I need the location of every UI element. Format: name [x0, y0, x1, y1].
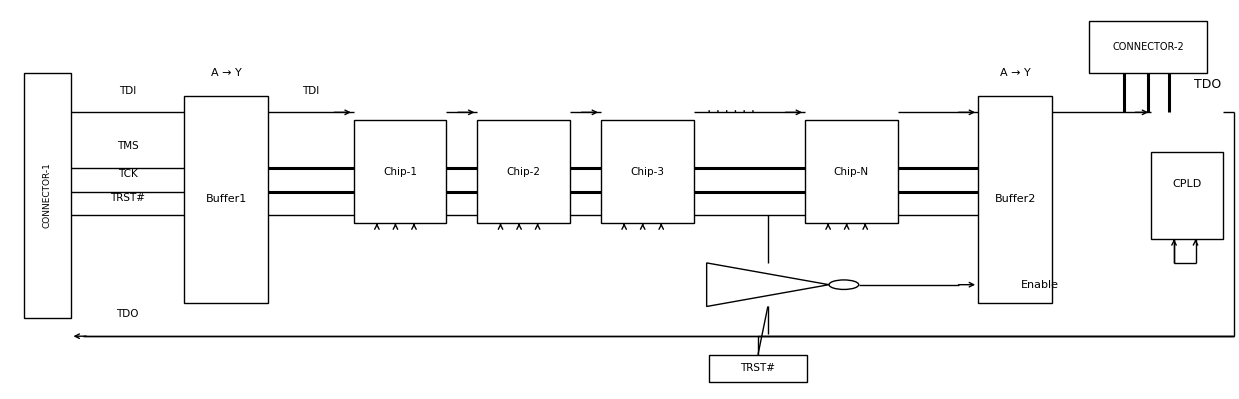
Bar: [353, 120, 446, 223]
Text: A → Y: A → Y: [1000, 68, 1031, 78]
Text: TRST#: TRST#: [741, 363, 776, 373]
Text: CONNECTOR-2: CONNECTOR-2: [1113, 42, 1183, 52]
Text: TMS: TMS: [116, 141, 139, 151]
Bar: [805, 120, 897, 223]
Bar: [477, 120, 570, 223]
Text: Chip-N: Chip-N: [834, 167, 869, 177]
Bar: [1089, 21, 1207, 73]
Bar: [978, 97, 1052, 302]
Text: CONNECTOR-1: CONNECTOR-1: [42, 163, 52, 229]
Text: · · · · · ·: · · · · · ·: [706, 105, 755, 119]
Text: Chip-2: Chip-2: [507, 167, 540, 177]
Text: TRST#: TRST#: [110, 193, 145, 203]
Text: Buffer2: Buffer2: [995, 194, 1036, 205]
Bar: [185, 97, 269, 302]
Bar: [24, 73, 71, 318]
Text: CPLD: CPLD: [1172, 179, 1202, 189]
Text: Enable: Enable: [1021, 280, 1059, 290]
Text: Chip-3: Chip-3: [631, 167, 664, 177]
Text: Chip-1: Chip-1: [383, 167, 418, 177]
Text: A → Y: A → Y: [211, 68, 242, 78]
Bar: [709, 355, 808, 382]
Text: TDI: TDI: [302, 85, 320, 95]
Text: TDO: TDO: [116, 309, 139, 320]
Bar: [601, 120, 694, 223]
Text: TDI: TDI: [119, 85, 136, 95]
Text: TDO: TDO: [1194, 78, 1222, 91]
Text: TCK: TCK: [118, 169, 138, 179]
Text: Buffer1: Buffer1: [206, 194, 247, 205]
Bar: [1151, 152, 1223, 239]
